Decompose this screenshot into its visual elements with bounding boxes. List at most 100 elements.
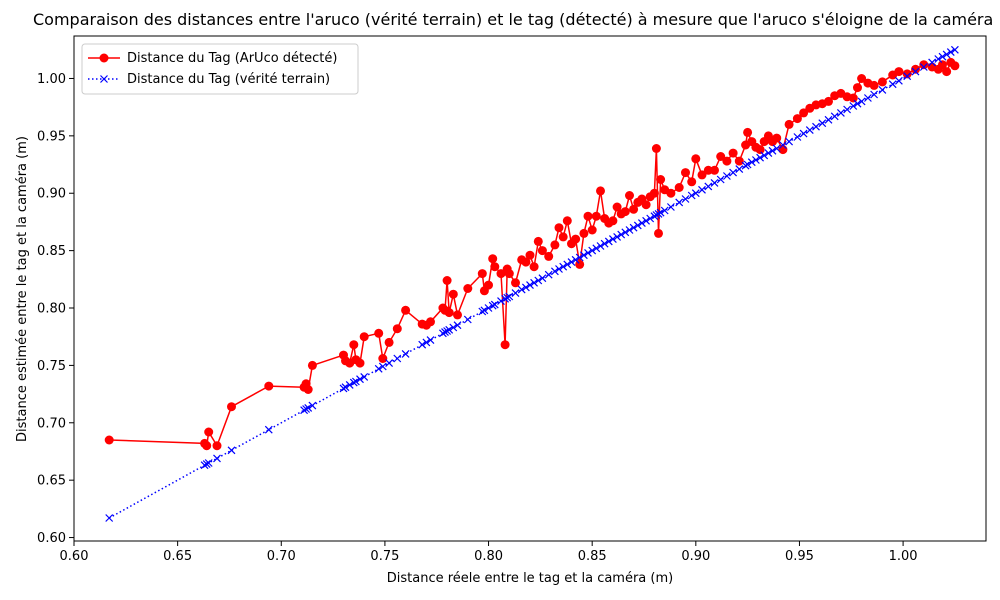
point-ground-truth xyxy=(751,156,760,164)
point-ground-truth xyxy=(656,208,665,217)
point-detected xyxy=(743,127,753,137)
point-detected xyxy=(824,96,833,106)
point-detected xyxy=(484,280,493,290)
plot-frame xyxy=(73,35,987,542)
point-ground-truth xyxy=(687,191,696,200)
point-ground-truth xyxy=(600,239,609,248)
point-detected xyxy=(529,262,539,272)
legend: Distance du Tag (ArUco détecté) Distance… xyxy=(81,43,359,95)
point-detected xyxy=(722,156,732,166)
y-tick-label: 0.60 xyxy=(37,531,66,546)
point-ground-truth xyxy=(304,403,313,412)
point-detected xyxy=(544,251,554,261)
point-ground-truth xyxy=(401,349,410,358)
point-detected xyxy=(504,269,514,279)
point-detected xyxy=(734,156,744,166)
point-ground-truth xyxy=(637,219,646,228)
point-ground-truth xyxy=(341,383,350,392)
point-detected xyxy=(674,183,684,192)
point-detected xyxy=(869,80,879,90)
point-ground-truth xyxy=(571,255,580,264)
point-detected xyxy=(442,276,452,285)
point-ground-truth xyxy=(772,144,781,153)
point-detected xyxy=(919,60,929,70)
point-ground-truth xyxy=(928,58,937,67)
point-ground-truth xyxy=(812,122,820,131)
x-tick-label: 0.95 xyxy=(785,549,814,564)
point-detected xyxy=(877,77,887,87)
point-detected xyxy=(307,360,317,370)
point-detected xyxy=(656,175,666,184)
x-tick-label: 0.75 xyxy=(370,549,399,564)
point-ground-truth xyxy=(422,338,431,347)
point-ground-truth xyxy=(349,378,358,387)
legend-box xyxy=(81,43,359,95)
point-ground-truth xyxy=(681,195,690,203)
point-ground-truth xyxy=(853,99,862,108)
point-detected xyxy=(490,262,500,272)
point-ground-truth xyxy=(544,270,553,279)
point-ground-truth xyxy=(729,168,738,177)
point-ground-truth xyxy=(213,454,221,463)
point-detected xyxy=(942,67,952,77)
point-ground-truth xyxy=(592,244,601,253)
point-ground-truth xyxy=(538,274,547,283)
x-tick-label: 0.90 xyxy=(681,549,710,564)
x-tick-label: 1.00 xyxy=(889,549,918,564)
point-ground-truth xyxy=(426,336,435,345)
point-ground-truth xyxy=(946,48,955,57)
point-detected xyxy=(426,317,435,327)
point-ground-truth xyxy=(743,160,752,169)
point-detected xyxy=(392,324,402,334)
point-ground-truth xyxy=(654,209,663,218)
point-ground-truth xyxy=(534,276,543,285)
point-detected xyxy=(911,64,920,74)
point-detected xyxy=(784,119,794,129)
point-detected xyxy=(359,332,369,342)
point-detected xyxy=(799,108,809,118)
point-ground-truth xyxy=(438,329,447,338)
point-ground-truth xyxy=(308,401,317,410)
point-detected xyxy=(227,402,236,412)
point-detected xyxy=(625,191,634,200)
plot-area: 0.60 0.65 0.70 0.75 0.80 0.85 0.90 0.95 1.00 0.6… xyxy=(37,35,987,564)
y-tick-label: 0.95 xyxy=(37,129,66,144)
legend-marker-ground-truth xyxy=(100,75,108,83)
point-detected xyxy=(612,202,622,212)
point-ground-truth xyxy=(490,300,499,309)
point-ground-truth xyxy=(824,115,833,124)
point-detected xyxy=(453,310,462,320)
point-detected xyxy=(697,170,707,180)
point-ground-truth xyxy=(849,102,858,110)
point-ground-truth xyxy=(704,182,713,191)
point-detected xyxy=(384,337,394,347)
series-layer xyxy=(104,45,960,522)
point-detected xyxy=(558,232,568,242)
point-ground-truth xyxy=(374,364,383,373)
point-ground-truth xyxy=(675,198,684,207)
point-detected xyxy=(525,250,535,260)
point-ground-truth xyxy=(716,175,725,184)
point-ground-truth xyxy=(911,67,920,76)
point-ground-truth xyxy=(857,97,866,106)
point-detected xyxy=(755,145,765,155)
point-ground-truth xyxy=(878,85,887,94)
point-ground-truth xyxy=(778,141,787,149)
point-detected xyxy=(537,246,547,256)
point-ground-truth xyxy=(505,292,514,301)
legend-entry-detected: Distance du Tag (ArUco détecté) xyxy=(88,51,337,66)
chart-title: Comparaison des distances entre l'aruco … xyxy=(33,10,994,29)
point-ground-truth xyxy=(608,235,617,244)
y-tick-label: 0.75 xyxy=(37,359,66,374)
point-ground-truth xyxy=(934,55,943,63)
point-detected xyxy=(349,340,359,350)
point-ground-truth xyxy=(484,304,493,312)
point-detected xyxy=(950,61,960,71)
legend-marker-detected xyxy=(99,53,109,63)
point-detected xyxy=(104,435,114,445)
y-tick-label: 0.70 xyxy=(37,416,66,431)
point-ground-truth xyxy=(559,262,568,271)
point-ground-truth xyxy=(550,267,559,276)
point-ground-truth xyxy=(768,146,777,155)
